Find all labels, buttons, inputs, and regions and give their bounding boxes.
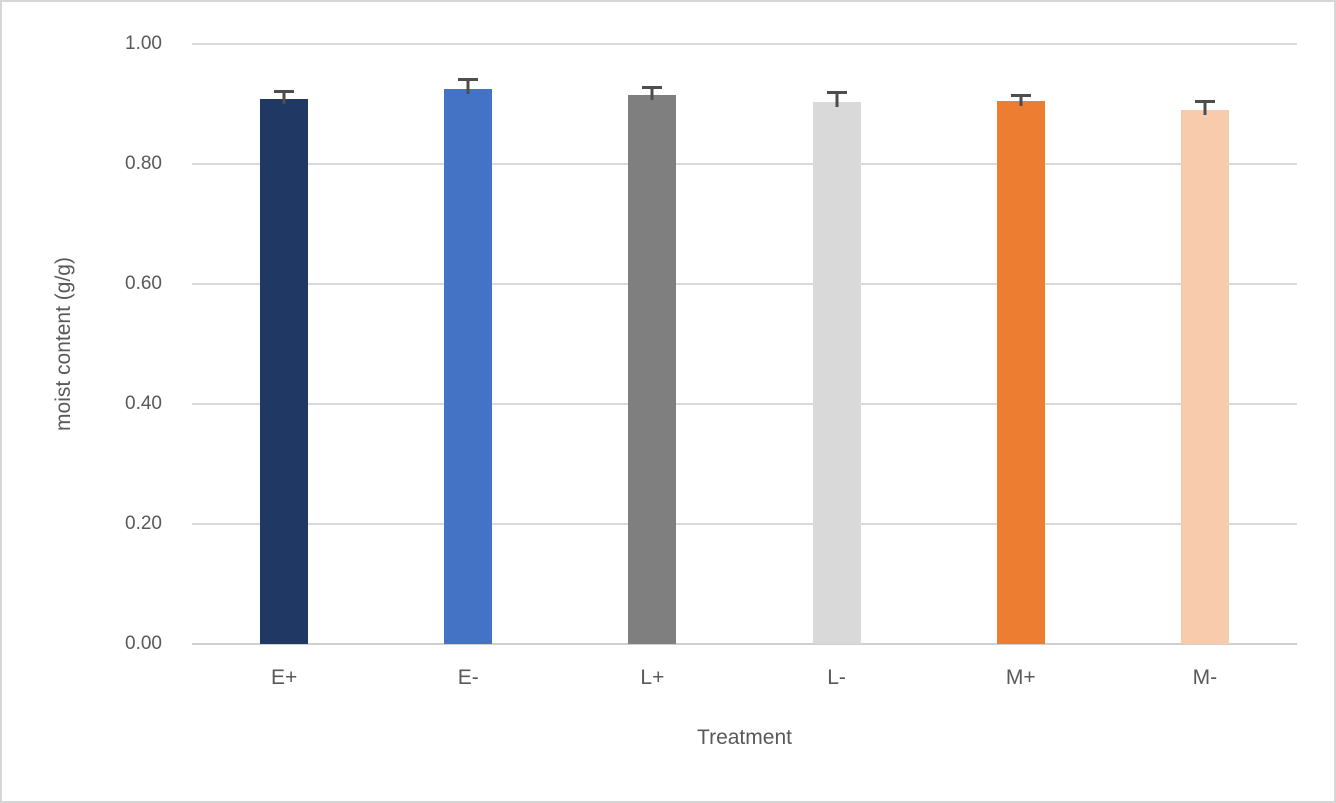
y-tick-label: 0.20: [125, 513, 162, 534]
error-bar-cap: [642, 86, 663, 89]
error-bar-line: [282, 90, 286, 105]
x-axis-title: Treatment: [697, 726, 792, 749]
gridline: [192, 403, 1297, 405]
bar-L+: [628, 95, 677, 644]
error-bar-cap: [1010, 93, 1031, 97]
gridline: [192, 523, 1297, 525]
x-axis-line: [192, 643, 1297, 645]
y-tick-label: 0.00: [125, 633, 162, 654]
x-category-label-L+: L+: [640, 666, 665, 689]
error-bar-line: [650, 86, 654, 100]
error-bar-cap: [826, 91, 847, 95]
y-tick-label: 0.80: [125, 153, 162, 174]
plot-area: [192, 43, 1297, 645]
error-bar-cap: [274, 90, 295, 94]
x-category-label-M+: M+: [1005, 666, 1036, 689]
x-category-label-E+: E+: [270, 666, 298, 689]
error-bar-line: [835, 91, 839, 108]
bar-E-: [444, 89, 493, 644]
error-bar-L-: [826, 91, 847, 108]
x-category-label-M-: M-: [1192, 666, 1218, 689]
error-bar-cap: [1194, 99, 1215, 103]
gridline: [192, 163, 1297, 165]
x-category-labels: E+ E- L+ L- M+ M-: [192, 666, 1297, 696]
gridline: [192, 43, 1297, 45]
y-tick-labels: 0.00 0.20 0.40 0.60 0.80 1.00: [90, 33, 162, 654]
error-bar-E-: [458, 78, 479, 94]
bar-series: [192, 44, 1297, 644]
error-bar-L+: [642, 86, 663, 100]
error-bar-M+: [1010, 93, 1031, 106]
x-category-label-E-: E-: [457, 666, 479, 689]
y-tick-label: 0.40: [125, 393, 162, 414]
x-category-label-L-: L-: [827, 666, 846, 689]
error-bar-M-: [1194, 99, 1215, 115]
y-tick-label: 0.60: [125, 273, 162, 294]
error-bar-line: [466, 78, 470, 94]
error-bar-cap: [458, 78, 479, 82]
error-bar-line: [1203, 99, 1207, 115]
bar-M+: [996, 101, 1045, 644]
bar-L-: [812, 102, 861, 644]
bar-M-: [1180, 110, 1229, 644]
y-tick-label: 1.00: [125, 33, 162, 54]
error-bar-line: [1019, 93, 1023, 106]
bar-E+: [260, 99, 309, 644]
gridline: [192, 283, 1297, 285]
error-bar-E+: [274, 90, 295, 105]
y-axis-title-text: moist content (g/g): [52, 257, 75, 431]
